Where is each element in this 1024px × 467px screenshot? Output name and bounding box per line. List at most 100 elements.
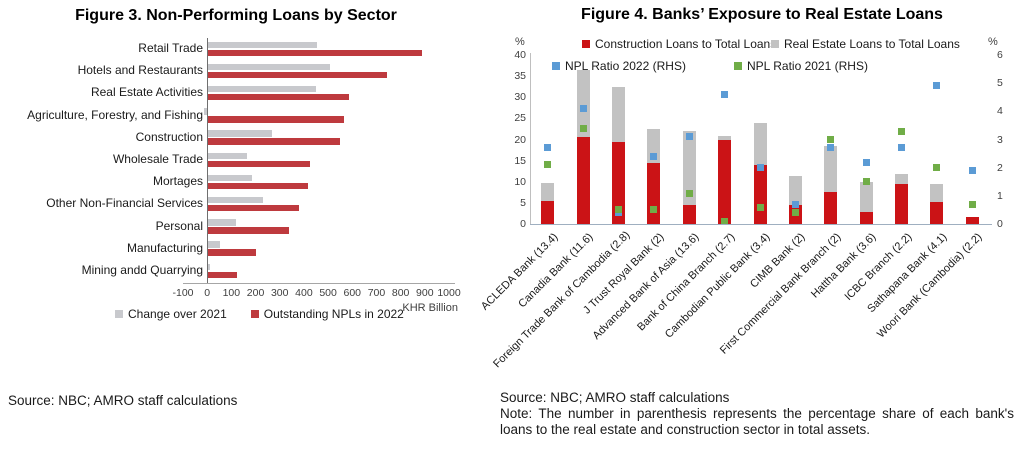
- bar-real-estate-loans: [753, 122, 767, 165]
- bar-construction-loans: [859, 212, 873, 224]
- figure3-source: Source: NBC; AMRO staff calculations: [8, 393, 238, 408]
- figure4-source: Source: NBC; AMRO staff calculations: [500, 390, 730, 405]
- npl-2022-marker: [721, 90, 729, 98]
- npl-2022-marker: [685, 133, 693, 141]
- construction-loans-swatch-icon: [582, 40, 590, 48]
- bar-real-estate-loans: [576, 69, 590, 138]
- bar-npl-2022: [207, 249, 256, 256]
- x-tick-label: 700: [367, 287, 386, 299]
- category-label: Construction: [135, 129, 203, 144]
- npl-2022-marker: [862, 158, 870, 166]
- figure3-legend-change-item: Change over 2021: [115, 307, 227, 321]
- figure4-chart: 0 5 10 15 20 25 30 35 40 0 1 2 3 4 5 6 ACLEDA Bank (13.4…: [479, 49, 1003, 370]
- figure3-chart: Retail Trade Hotels and Restaurants Real E…: [0, 0, 470, 340]
- left-y-tick-label: 30: [514, 91, 526, 104]
- right-y-tick-label: 3: [997, 133, 1003, 146]
- category-label: Retail Trade: [138, 41, 203, 55]
- bar-real-estate-loans: [611, 86, 625, 142]
- bar-change-2021: [207, 130, 273, 137]
- bar-npl-2022: [207, 271, 238, 278]
- x-tick-label: -100: [172, 287, 194, 299]
- bar-change-2021: [207, 63, 331, 71]
- bar-npl-2022: [207, 93, 349, 101]
- x-tick-label: 300: [270, 287, 289, 299]
- npl-2021-marker: [791, 209, 799, 217]
- category-label: Manufacturing: [126, 240, 203, 255]
- npl-2021-marker: [898, 127, 906, 135]
- bar-change-2021: [207, 174, 252, 182]
- left-y-tick-label: 10: [514, 175, 526, 188]
- npl-2022-marker: [650, 152, 658, 160]
- x-tick-label: 600: [343, 287, 362, 299]
- npl-2022-marker: [579, 105, 587, 113]
- npl-2022-marker: [544, 144, 552, 152]
- bar-npl-2022: [207, 138, 341, 145]
- npl-2021-marker: [614, 206, 622, 214]
- npl-2021-marker: [650, 206, 658, 214]
- x-tick-label: 100: [222, 287, 241, 299]
- bar-change-2021: [207, 41, 318, 48]
- npl-2021-marker: [933, 164, 941, 172]
- x-tick-label: 400: [295, 287, 313, 299]
- figure3-x-axis-line: [183, 283, 455, 284]
- real-estate-loans-swatch-icon: [771, 40, 779, 48]
- bar-construction-loans: [753, 164, 767, 224]
- bar-real-estate-loans: [718, 136, 732, 141]
- figure4-legend-npl2021-label: NPL Ratio 2021 (RHS): [747, 59, 868, 73]
- right-y-tick-label: 2: [997, 161, 1003, 174]
- x-tick-label: 0: [204, 287, 211, 299]
- figure4-y-axis-line: [530, 53, 531, 225]
- right-y-tick-label: 4: [997, 105, 1003, 118]
- left-y-tick-label: 5: [520, 196, 526, 209]
- npl-2022-marker: [933, 82, 941, 90]
- x-tick-label: 1000: [437, 287, 461, 299]
- npl-2021-marker: [827, 136, 835, 143]
- figure4-legend-npl2021-item: NPL Ratio 2021 (RHS): [734, 59, 868, 73]
- bar-npl-2022: [207, 204, 300, 212]
- left-y-tick-label: 40: [514, 49, 526, 61]
- figure4-x-axis-line: [530, 224, 992, 225]
- figure3-x-axis-unit: KHR Billion: [402, 302, 458, 314]
- bar-real-estate-loans: [895, 174, 909, 184]
- figure4-left-axis-unit: %: [515, 36, 525, 48]
- x-tick-label: 200: [246, 287, 265, 299]
- category-label: Mining andd Quarrying: [81, 263, 203, 277]
- category-label: Personal: [155, 218, 203, 233]
- x-tick-label: 900: [416, 287, 434, 299]
- right-y-tick-label: 6: [997, 49, 1003, 61]
- npl-2021-marker: [862, 178, 870, 186]
- figure4-legend-npl2022-label: NPL Ratio 2022 (RHS): [565, 59, 686, 73]
- change-over-2021-swatch-icon: [115, 310, 123, 318]
- bar-change-2021: [207, 85, 316, 93]
- npl-2021-marker: [544, 161, 552, 169]
- left-y-tick-label: 25: [514, 112, 526, 125]
- figure4-title: Figure 4. Banks’ Exposure to Real Estate…: [581, 6, 943, 23]
- bar-real-estate-loans: [824, 145, 838, 193]
- npl-2022-marker: [791, 200, 799, 208]
- npl-2021-marker: [968, 200, 976, 208]
- left-y-tick-label: 35: [514, 70, 526, 83]
- category-label: Real Estate Activities: [90, 85, 203, 100]
- bar-construction-loans: [965, 216, 979, 224]
- bar-npl-2022: [207, 49, 423, 56]
- bar-construction-loans: [611, 141, 625, 224]
- bar-construction-loans: [824, 192, 838, 224]
- right-y-tick-label: 1: [997, 189, 1003, 202]
- right-y-tick-label: 0: [997, 218, 1003, 230]
- figure4-legend-realestate-item: Real Estate Loans to Total Loans: [771, 37, 960, 51]
- figure4-note: Note: The number in parenthesis represen…: [500, 406, 1014, 438]
- bar-construction-loans: [541, 200, 555, 224]
- bar-npl-2022: [207, 227, 290, 234]
- category-label: Wholesale Trade: [112, 152, 203, 166]
- npl-2022-marker: [968, 166, 976, 174]
- bar-construction-loans: [718, 140, 732, 224]
- npl-2021-marker: [756, 203, 764, 211]
- bar-change-2021: [207, 241, 221, 248]
- figure3-legend-npl-label: Outstanding NPLs in 2022: [263, 307, 404, 321]
- bar-real-estate-loans: [859, 181, 873, 213]
- bar-construction-loans: [682, 204, 696, 224]
- bar-construction-loans: [647, 162, 661, 224]
- bar-construction-loans: [895, 183, 909, 224]
- bar-change-2021: [207, 263, 210, 270]
